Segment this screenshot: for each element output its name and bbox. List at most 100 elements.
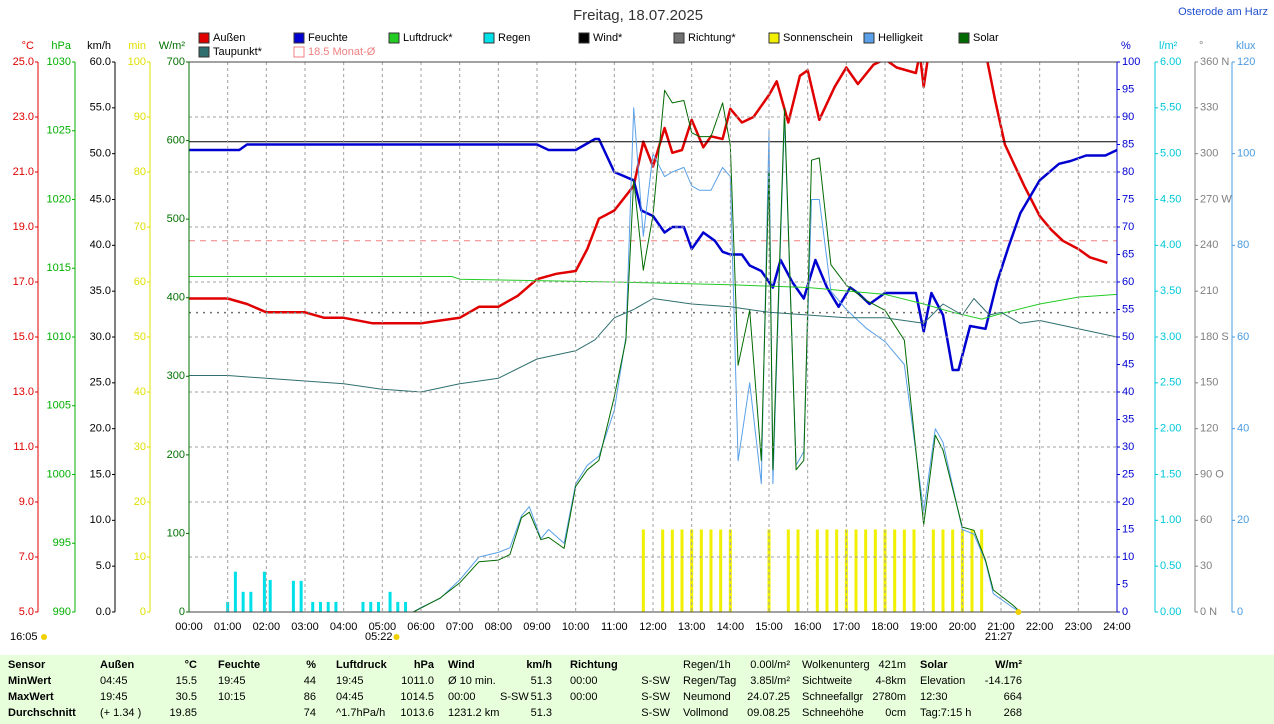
- legend-label: Helligkeit: [878, 32, 923, 44]
- y-tick-label: 0: [1237, 606, 1243, 618]
- summary-background: [0, 655, 1274, 724]
- axis-label: hPa: [51, 40, 71, 52]
- bar: [873, 529, 877, 612]
- y-tick-label: 15.0: [13, 331, 34, 343]
- y-tick-label: 85: [1122, 138, 1134, 150]
- y-tick-label: 60: [1200, 514, 1212, 526]
- y-tick-label: 210: [1200, 285, 1218, 297]
- y-tick-label: 40: [1122, 386, 1134, 398]
- y-tick-label: 5.50: [1160, 102, 1181, 114]
- summary-cell: 4-8km: [875, 675, 906, 687]
- y-tick-label: 120: [1237, 56, 1255, 68]
- y-tick-label: 0: [1122, 606, 1128, 618]
- bar: [844, 529, 848, 612]
- legend-label: Feuchte: [308, 32, 348, 44]
- y-tick-label: 95: [1122, 83, 1134, 95]
- y-tick-label: 35: [1122, 413, 1134, 425]
- y-tick-label: 300: [1200, 148, 1218, 160]
- summary-cell: 1011.0: [401, 675, 434, 687]
- y-tick-label: 25: [1122, 468, 1134, 480]
- x-tick-label: 20:00: [949, 621, 977, 633]
- x-tick-label: 17:00: [833, 621, 861, 633]
- series-line: [413, 89, 1021, 612]
- summary-cell: 19:45: [336, 675, 364, 687]
- y-tick-label: 70: [1122, 221, 1134, 233]
- y-tick-label: 3.00: [1160, 331, 1181, 343]
- y-tick-label: 60: [1237, 331, 1249, 343]
- y-tick-label: 1020: [47, 193, 71, 205]
- y-tick-label: 30: [1200, 560, 1212, 572]
- bar: [226, 601, 230, 612]
- bar: [728, 529, 732, 612]
- axis-label: min: [128, 40, 146, 52]
- summary-cell: -14.176: [985, 675, 1022, 687]
- summary-cell: 51.3: [531, 691, 552, 703]
- summary-cell: Regen/Tag: [683, 675, 736, 687]
- y-tick-label: 300: [167, 370, 185, 382]
- y-tick-label: 0 N: [1200, 606, 1217, 618]
- summary-cell: %: [306, 659, 316, 671]
- bar: [376, 601, 380, 612]
- summary-cell: 0cm: [885, 707, 906, 719]
- y-tick-label: 1015: [47, 262, 71, 274]
- summary-cell: Außen: [100, 659, 135, 671]
- x-tick-label: 19:00: [910, 621, 938, 633]
- summary-cell: 2780m: [872, 691, 906, 703]
- y-tick-label: 1.50: [1160, 468, 1181, 480]
- bar: [262, 571, 266, 612]
- summary-cell: 19:45: [218, 675, 246, 687]
- y-tick-label: 1005: [47, 400, 71, 412]
- y-tick-label: 15.0: [90, 468, 111, 480]
- y-tick-label: 2.00: [1160, 423, 1181, 435]
- y-tick-label: 55: [1122, 303, 1134, 315]
- y-tick-label: 60: [134, 276, 146, 288]
- bar: [388, 591, 392, 612]
- y-tick-label: 100: [1122, 56, 1140, 68]
- series-line: [189, 137, 1117, 372]
- legend-swatch: [958, 32, 970, 44]
- y-tick-label: 10: [1122, 551, 1134, 563]
- bar: [680, 529, 684, 612]
- summary-cell: 04:45: [100, 675, 128, 687]
- summary-cell: 10:15: [218, 691, 246, 703]
- legend-swatch: [673, 32, 685, 44]
- summary-cell: 86: [304, 691, 316, 703]
- y-tick-label: 45.0: [90, 193, 111, 205]
- y-tick-label: 20.0: [90, 423, 111, 435]
- y-tick-label: 20: [134, 496, 146, 508]
- series-line: [189, 276, 1117, 320]
- sun-label: 05:22: [365, 631, 393, 643]
- summary-cell: S-SW: [641, 691, 670, 703]
- y-tick-label: 10.0: [90, 514, 111, 526]
- legend-swatch: [578, 32, 590, 44]
- summary-cell: 3.85l/m²: [750, 675, 790, 687]
- bar: [767, 529, 771, 612]
- legend-swatch: [388, 32, 400, 44]
- legend-swatch: [293, 32, 305, 44]
- bar: [241, 591, 245, 612]
- bar: [661, 529, 665, 612]
- summary-cell: MinWert: [8, 675, 52, 687]
- y-tick-label: 4.50: [1160, 193, 1181, 205]
- summary-cell: Schneefallgr: [802, 691, 863, 703]
- summary-cell: Richtung: [570, 659, 618, 671]
- bar: [318, 601, 322, 612]
- y-tick-label: 60: [1122, 276, 1134, 288]
- summary-cell: W/m²: [995, 659, 1022, 671]
- legend-swatch: [198, 46, 210, 58]
- summary-cell: Sensor: [8, 659, 46, 671]
- current-time-marker: [41, 634, 47, 640]
- bar: [883, 529, 887, 612]
- y-tick-label: 100: [128, 56, 146, 68]
- bar: [690, 529, 694, 612]
- x-tick-label: 01:00: [214, 621, 242, 633]
- y-tick-label: 65: [1122, 248, 1134, 260]
- y-tick-label: 1025: [47, 125, 71, 137]
- y-tick-label: 55.0: [90, 102, 111, 114]
- bar: [825, 529, 829, 612]
- y-tick-label: 50: [1122, 331, 1134, 343]
- bar: [864, 529, 868, 612]
- bar: [699, 529, 703, 612]
- x-tick-label: 02:00: [253, 621, 281, 633]
